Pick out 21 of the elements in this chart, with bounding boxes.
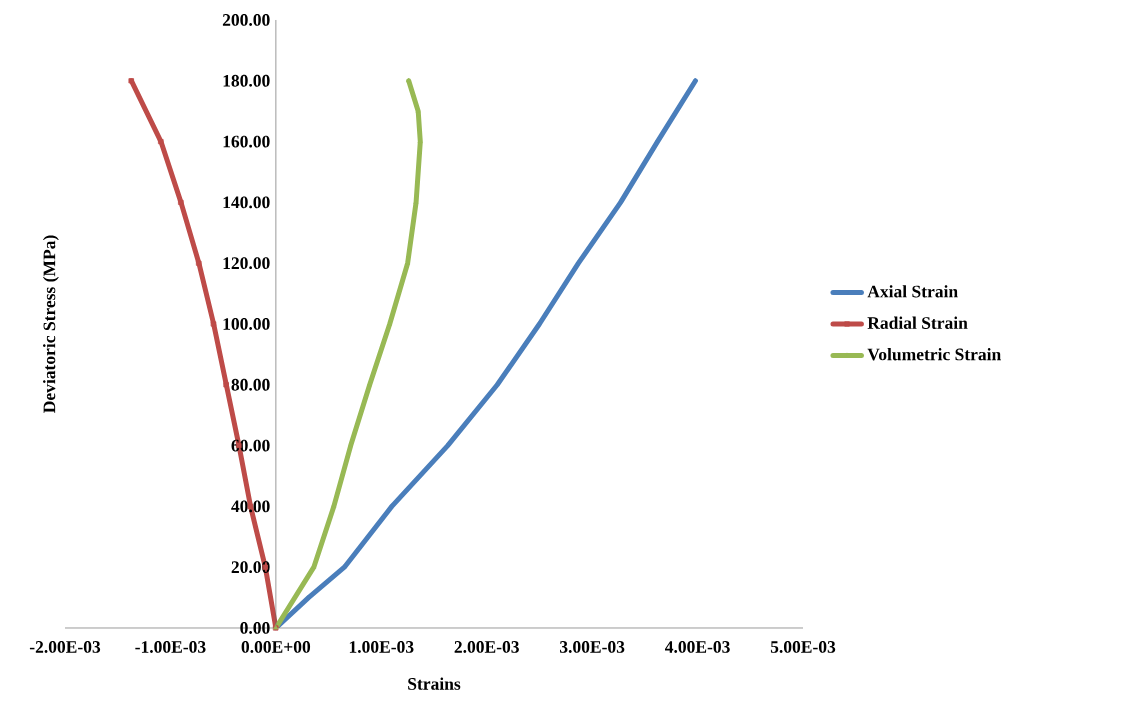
y-tick-label: 140.00 [223,196,270,209]
x-tick-label: 5.00E-03 [770,641,836,653]
x-axis-title: Strains [408,677,461,690]
y-tick-label: 80.00 [231,378,270,391]
x-tick-label: -2.00E-03 [29,641,101,653]
x-tick-label: -1.00E-03 [135,641,206,653]
x-tick-label: 4.00E-03 [665,641,730,653]
y-tick-label: 100.00 [223,318,270,330]
y-tick-label: 180.00 [223,74,270,87]
legend-label: Volumetric Strain [867,348,1001,361]
y-tick-label: 120.00 [223,257,270,270]
legend-label: Axial Strain [867,285,958,298]
y-tick-label: 160.00 [223,135,270,148]
x-tick-label: 0.00E+00 [241,641,311,653]
y-axis-title: Deviatoric Stress (MPa) [42,235,59,413]
x-tick-label: 2.00E-03 [454,641,519,653]
y-tick-label: 200.00 [222,14,270,26]
legend-label: Radial Strain [867,316,968,329]
y-tick-label: 0.00 [240,622,270,634]
x-tick-label: 1.00E-03 [349,641,414,653]
x-tick-label: 3.00E-03 [559,641,625,653]
